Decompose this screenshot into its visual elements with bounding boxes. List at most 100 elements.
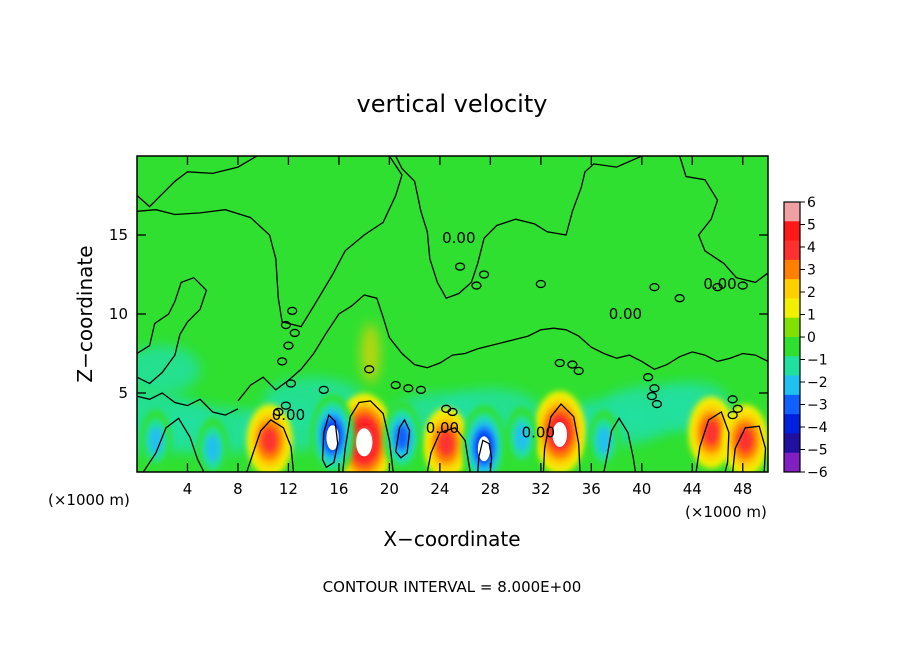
- colorbar-swatch: [784, 394, 800, 415]
- field-peak: [477, 436, 491, 462]
- contour-ring: [649, 282, 660, 292]
- contour-ring: [478, 270, 490, 279]
- contour-line: [732, 425, 767, 472]
- contour-ring: [554, 358, 565, 368]
- colorbar-swatch: [784, 414, 800, 434]
- contour-ring: [727, 395, 738, 404]
- contour-ring: [535, 279, 546, 289]
- updraft-core: [246, 404, 293, 472]
- contour-label: 0.00: [522, 424, 555, 442]
- contour-ring: [567, 360, 578, 369]
- contour-ring: [712, 282, 723, 292]
- contour-label: 0.00: [703, 275, 736, 293]
- contour-ring: [651, 399, 663, 409]
- colorbar-swatch: [784, 240, 800, 261]
- field-band: [137, 345, 201, 393]
- contour-ring: [454, 262, 466, 271]
- field-peak: [355, 428, 373, 457]
- x-tick-label: 8: [233, 480, 243, 498]
- colorbar-label: 1: [807, 308, 816, 324]
- y-tick-label: 5: [118, 384, 128, 402]
- contour-ring: [573, 366, 584, 376]
- contour-label: 0.00: [426, 419, 459, 437]
- contour-label: 0.00: [442, 229, 475, 247]
- field-level: [703, 419, 720, 446]
- x-tick-label: 32: [531, 480, 550, 498]
- x-unit-left: (×1000 m): [48, 491, 130, 509]
- contour-ring: [642, 373, 654, 382]
- contour-line: [246, 419, 295, 472]
- colorbar-swatch: [784, 433, 800, 454]
- field-plume: [361, 323, 380, 384]
- contour-label: 0.00: [272, 406, 305, 424]
- x-tick-label: 36: [582, 480, 601, 498]
- contour-line: [137, 392, 239, 416]
- contour-line: [137, 156, 403, 328]
- contour-interval-note: CONTOUR INTERVAL = 8.000E+00: [323, 578, 582, 596]
- contour-ring: [364, 365, 375, 374]
- contour-line: [342, 400, 394, 472]
- colorbar-swatch: [784, 452, 800, 473]
- contour-labels: 0.00 0.00 0.00 0.00 0.00 0.00: [272, 229, 737, 441]
- contour-ring: [280, 320, 292, 330]
- updraft-core: [533, 391, 586, 472]
- downdraft-core: [310, 394, 355, 472]
- contour-line: [426, 427, 471, 472]
- field-level: [261, 427, 278, 453]
- x-tick-label: 20: [380, 480, 399, 498]
- colorbar-swatch: [784, 337, 800, 357]
- updraft-core: [722, 404, 768, 472]
- colorbar-label: 2: [807, 285, 816, 301]
- colorbar-swatch: [784, 375, 800, 396]
- field-peak: [552, 422, 568, 447]
- downdraft-core: [506, 406, 538, 468]
- colorbar: 6 5 4 3 2 1 0 −1 −2 −3 −4 −5 −6: [783, 195, 828, 481]
- chart-title: vertical velocity: [357, 90, 548, 118]
- contour-line: [321, 413, 339, 469]
- contour-ring: [280, 401, 292, 410]
- contour-ring: [273, 407, 284, 417]
- contour-ring: [285, 379, 297, 388]
- downdraft-core: [197, 417, 229, 472]
- y-axis: 5 10 15: [109, 226, 768, 402]
- contour-line: [679, 156, 768, 284]
- x-tick-label: 4: [183, 480, 193, 498]
- colorbar-swatch: [784, 298, 800, 319]
- downdraft-core: [462, 405, 507, 472]
- contour-line: [137, 156, 258, 208]
- contour-ring: [415, 385, 427, 394]
- contour-ring: [390, 380, 401, 390]
- x-tick-label: 12: [279, 480, 298, 498]
- colorbar-swatch: [784, 259, 800, 280]
- contour-line: [395, 156, 643, 300]
- contour-ring: [283, 341, 294, 350]
- field-level: [597, 426, 611, 454]
- field-level: [205, 434, 220, 462]
- x-unit-right: (×1000 m): [685, 503, 767, 521]
- colorbar-label: −6: [807, 465, 828, 481]
- contour-line: [237, 294, 768, 402]
- contour-label: 0.00: [609, 305, 642, 323]
- contour-ring: [276, 357, 288, 366]
- x-tick-label: 48: [733, 480, 752, 498]
- contour-ring: [471, 281, 482, 290]
- colorbar-label: −5: [807, 443, 828, 459]
- contour-ring: [732, 404, 743, 413]
- colorbar-label: 4: [807, 240, 816, 256]
- x-tick-label: 44: [683, 480, 702, 498]
- contour-ring: [318, 385, 329, 394]
- contour-line: [395, 418, 411, 459]
- contour-line: [142, 417, 205, 472]
- downdraft-core: [140, 409, 172, 471]
- contour-line: [137, 276, 208, 385]
- contour-ring: [403, 384, 414, 393]
- y-tick-label: 10: [109, 305, 128, 323]
- colorbar-swatch: [784, 317, 800, 338]
- x-tick-label: 24: [430, 480, 449, 498]
- colorbar-label: 5: [807, 218, 816, 234]
- colorbar-label: 6: [807, 195, 816, 211]
- x-tick-label: 28: [481, 480, 500, 498]
- contour-line: [695, 411, 730, 472]
- contour-line: [477, 439, 493, 472]
- colorbar-label: −2: [807, 375, 828, 391]
